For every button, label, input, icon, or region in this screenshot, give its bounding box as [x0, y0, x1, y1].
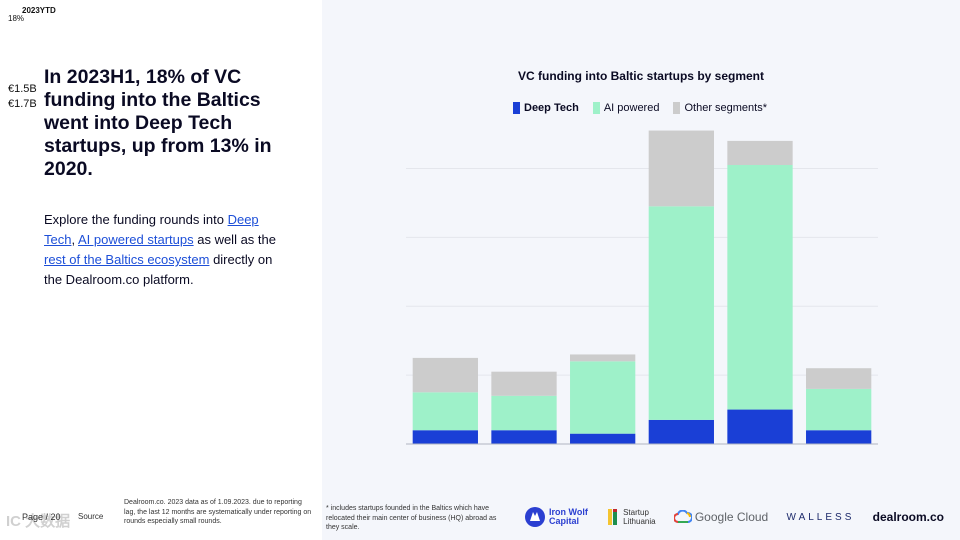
bar-segment-deep-tech [491, 430, 557, 444]
corner-label-share: 18% [8, 14, 25, 23]
bar-segment-ai-powered [570, 361, 636, 434]
legend-label: Deep Tech [524, 102, 579, 114]
left-panel: 2023YTD 18% €1.5B €1.7B In 2023H1, 18% o… [0, 0, 322, 540]
chart-footnote: * includes startups founded in the Balti… [326, 505, 497, 531]
chart-panel [322, 0, 960, 540]
bar-segment-ai-powered [412, 392, 478, 431]
bar-segment-other [412, 357, 478, 393]
dealroom-logo[interactable]: dealroom.co [873, 510, 944, 524]
source-label: Source [78, 512, 104, 521]
explore-paragraph: Explore the funding rounds into Deep Tec… [44, 210, 284, 290]
bar-segment-other [570, 354, 636, 362]
wolf-icon [525, 507, 545, 527]
side-value: €1.7B [8, 98, 37, 110]
side-values: €1.5B €1.7B [8, 82, 37, 112]
legend-swatch-deep-tech [513, 102, 520, 114]
bar-segment-other [806, 368, 872, 389]
bar-segment-ai-powered [648, 206, 714, 420]
dealroom-name: dealroom.co [872, 510, 944, 524]
watermark: IC 大数据 [6, 513, 71, 530]
legend-item-ai-powered: AI powered [592, 102, 660, 114]
bar-segment-deep-tech [570, 433, 636, 444]
bar-segment-other [491, 371, 557, 396]
cloud-icon [673, 510, 692, 523]
bar-segment-ai-powered [806, 388, 872, 431]
baltics-ecosystem-link[interactable]: rest of the Baltics ecosystem [44, 252, 210, 267]
partner-logos: Iron Wolf Capital Startup Lithuania Goog… [524, 502, 944, 532]
legend-label: AI powered [603, 102, 660, 114]
explore-sep: , [71, 232, 78, 247]
legend-label: Other segments* [684, 102, 768, 114]
startup-lithuania-logo[interactable]: Startup Lithuania [606, 508, 656, 526]
bar-segment-deep-tech [806, 430, 872, 444]
startup-name: Startup [623, 508, 649, 517]
corner-label-period: 2023YTD [22, 6, 56, 15]
legend-swatch-ai-powered [592, 102, 600, 114]
startup-lithuania-icon [608, 509, 618, 525]
bar-segment-deep-tech [412, 430, 478, 444]
ai-powered-link[interactable]: AI powered startups [77, 232, 194, 247]
explore-mid: as well as the [193, 232, 276, 247]
chart-canvas [406, 130, 878, 445]
iron-wolf-logo[interactable]: Iron Wolf Capital [524, 506, 588, 528]
legend-swatch-other [673, 102, 681, 114]
walless-logo[interactable]: WALLESS [787, 512, 855, 523]
legend-item-deep-tech: Deep Tech [513, 102, 579, 114]
explore-suffix: directly on the Dealroom.co platform. [44, 252, 273, 287]
bar-segment-ai-powered [491, 395, 557, 431]
page-headline: In 2023H1, 18% of VC funding into the Ba… [44, 66, 272, 180]
google-cloud-name: Google Cloud [694, 510, 769, 524]
page-number: Page / 20 [22, 512, 61, 522]
bar-segment-other [648, 130, 714, 207]
explore-prefix: Explore the funding rounds into [44, 212, 228, 227]
side-value: €1.5B [8, 83, 37, 95]
source-note: Dealroom.co. 2023 data as of 1.09.2023. … [124, 499, 312, 525]
google-cloud-logo[interactable]: Google Cloud [673, 510, 769, 524]
deep-tech-link[interactable]: Deep Tech [44, 212, 259, 247]
bar-segment-deep-tech [727, 409, 793, 444]
chart-legend: Deep Tech AI powered Other segments* [513, 102, 767, 114]
iron-wolf-name: Iron Wolf [549, 507, 588, 517]
walless-name: WALLESS [786, 511, 855, 523]
bar-segment-other [727, 140, 793, 165]
startup-country: Lithuania [623, 517, 656, 526]
bar-segment-ai-powered [727, 165, 793, 410]
legend-item-other: Other segments* [673, 102, 767, 114]
iron-wolf-capital: Capital [549, 516, 580, 526]
chart-title: VC funding into Baltic startups by segme… [517, 69, 765, 83]
bar-segment-deep-tech [648, 419, 714, 444]
